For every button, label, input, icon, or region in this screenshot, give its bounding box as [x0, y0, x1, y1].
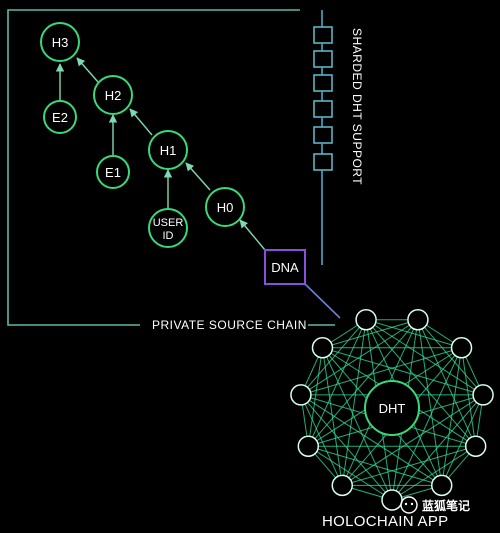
- shard-box: [313, 126, 333, 144]
- dna-label: DNA: [271, 260, 299, 275]
- node-h3-label: H3: [52, 35, 69, 50]
- dht-mesh-link: [300, 394, 443, 486]
- dht-peer-node: [450, 337, 473, 359]
- node-user-id-label-line1: USER: [153, 217, 184, 229]
- dht-mesh-link: [365, 319, 484, 396]
- node-user-id: [148, 208, 188, 248]
- dht-mesh-link: [300, 319, 419, 396]
- private-source-chain-label: PRIVATE SOURCE CHAIN: [152, 318, 307, 332]
- node-e2: [43, 100, 77, 134]
- private-source-chain-bracket: [7, 9, 300, 326]
- dna-box: [264, 249, 306, 285]
- dht-mesh-link: [417, 319, 484, 396]
- dht-mesh-link: [461, 347, 477, 447]
- shard-box: [313, 153, 333, 171]
- node-h2-label: H2: [105, 88, 122, 103]
- dht-mesh-link: [307, 319, 367, 447]
- dht-peer-node: [297, 435, 320, 457]
- watermark: 蓝狐笔记: [400, 496, 470, 514]
- dht-peer-node: [464, 435, 487, 457]
- dht-mesh-link: [300, 394, 343, 486]
- node-h1: [148, 130, 188, 170]
- node-e2-label: E2: [52, 110, 68, 125]
- node-e1: [96, 155, 130, 189]
- dht-mesh-link: [307, 347, 323, 447]
- dht-mesh-link: [308, 445, 393, 501]
- dht-peer-node: [331, 474, 354, 497]
- node-h2: [93, 75, 133, 115]
- chain-arrows: [55, 57, 266, 251]
- sharded-dht-support-label: SHARDED DHT SUPPORT: [350, 28, 364, 185]
- dht-mesh-link: [321, 347, 343, 486]
- node-h1-label: H1: [160, 143, 177, 158]
- dht-mesh-link: [441, 347, 463, 486]
- dht-mesh-link: [322, 319, 419, 349]
- dht-peer-node: [311, 337, 334, 359]
- dht-mesh-link: [322, 347, 484, 396]
- dht-peer-node: [430, 474, 453, 497]
- dht-peer-node: [472, 384, 494, 406]
- shard-box: [313, 26, 333, 44]
- dht-mesh-link: [322, 347, 393, 501]
- chain-nodes: [40, 22, 245, 248]
- node-h3: [40, 22, 80, 62]
- dht-peer-node: [381, 489, 403, 511]
- dht-mesh-link: [342, 445, 476, 486]
- dht-center-label: DHT: [379, 401, 406, 416]
- shard-box: [313, 74, 333, 92]
- dht-mesh-link: [417, 319, 477, 447]
- watermark-text: 蓝狐笔记: [422, 498, 470, 513]
- holochain-app-title: HOLOCHAIN APP: [322, 513, 448, 530]
- dna-to-dht-connector: [304, 283, 341, 319]
- node-h0: [205, 187, 245, 227]
- dht-mesh-link: [441, 394, 484, 486]
- shard-box: [313, 100, 333, 118]
- shard-box: [313, 50, 333, 68]
- sharded-dht-column: [313, 10, 333, 265]
- dht-mesh-link: [300, 319, 367, 396]
- dht-mesh-link: [308, 445, 442, 486]
- dht-mesh-link: [300, 394, 393, 501]
- node-e1-label: E1: [105, 165, 121, 180]
- node-user-id-label-line2: ID: [163, 230, 174, 242]
- dht-mesh-link: [391, 394, 484, 501]
- dht-mesh-link: [365, 319, 462, 349]
- dht-peer-node: [290, 384, 312, 406]
- dht-peer-node: [355, 308, 377, 331]
- node-h0-label: H0: [217, 200, 234, 215]
- dht-center-node: [364, 380, 420, 436]
- dht-mesh-link: [391, 445, 476, 501]
- wechat-icon: [400, 496, 418, 514]
- dht-peer-node: [407, 308, 429, 331]
